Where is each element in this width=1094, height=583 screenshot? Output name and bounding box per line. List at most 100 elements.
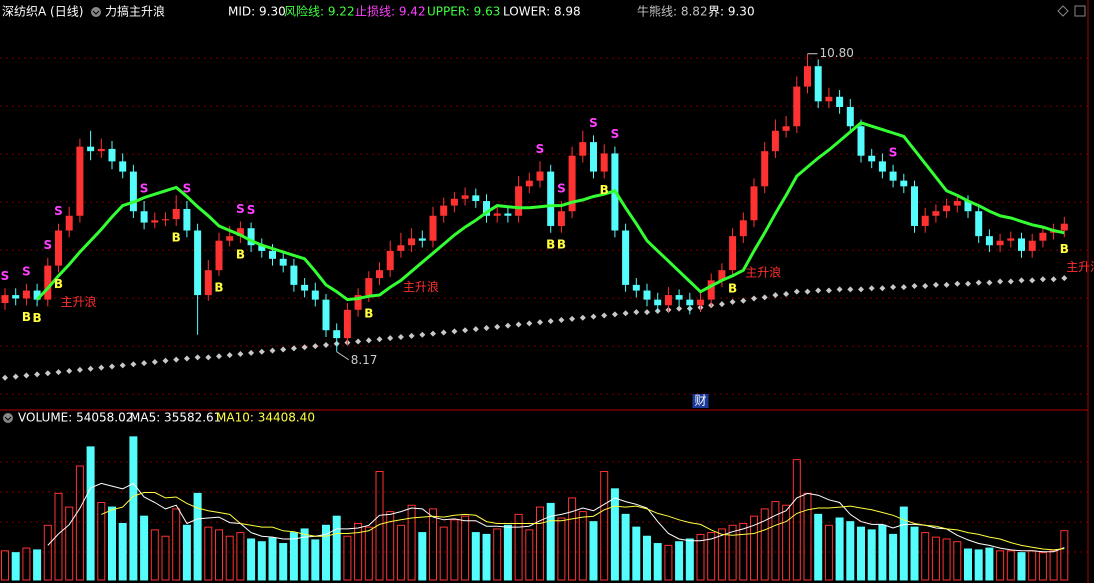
volume-bar	[546, 502, 555, 581]
candle-body	[97, 148, 105, 152]
bull-bear-point	[975, 279, 982, 286]
candle-body	[418, 238, 426, 241]
toolbar-diamond-button[interactable]	[1057, 5, 1069, 17]
bull-bear-point	[504, 322, 511, 329]
bull-bear-point	[162, 357, 169, 364]
buy-signal: B	[1060, 242, 1069, 256]
volume-bar	[503, 524, 512, 581]
bull-bear-point	[590, 313, 597, 320]
bull-bear-point	[1018, 277, 1025, 284]
candle-body	[857, 126, 865, 156]
bull-bear-point	[269, 347, 276, 354]
bull-bear-point	[1050, 276, 1057, 283]
candle-body	[878, 161, 886, 172]
candle-body	[87, 146, 95, 152]
bull-bear-point	[558, 317, 565, 324]
candle-body	[247, 228, 255, 246]
bull-bear-point	[12, 373, 19, 380]
volume-bar	[418, 532, 427, 581]
volume-bar	[118, 522, 127, 581]
candle-body	[290, 265, 298, 285]
candle-body	[119, 161, 127, 172]
volume-bar	[172, 508, 181, 581]
bull-bear-point	[430, 330, 436, 337]
candle-body	[333, 330, 341, 339]
bull-bear-point	[611, 311, 618, 318]
volume-bar	[600, 471, 609, 581]
candle-body	[932, 211, 940, 216]
volume-bar	[760, 508, 769, 581]
candle-body	[825, 96, 833, 102]
candle-body	[654, 299, 662, 306]
low-pointer	[336, 351, 349, 361]
candle-body	[226, 236, 234, 241]
candle-body	[269, 250, 276, 259]
bull-bear-point	[836, 286, 843, 293]
candle-body	[194, 230, 202, 296]
candle-body	[215, 240, 223, 271]
bull-bear-point	[323, 341, 329, 348]
bull-bear-point	[783, 290, 790, 297]
bull-bear-point	[997, 278, 1004, 285]
bull-bear-point	[98, 364, 105, 371]
wave-label: 主升浪	[1066, 259, 1094, 274]
volume-bar	[1028, 550, 1037, 581]
candle-body	[461, 195, 469, 199]
candle-body	[600, 153, 608, 172]
bull-bear-point	[237, 351, 244, 358]
volume-menu-icon[interactable]	[3, 413, 13, 423]
indicator-value: UPPER: 9.63	[427, 5, 500, 19]
volume-bar	[375, 471, 384, 581]
volume-bar	[728, 524, 737, 581]
volume-bar	[578, 511, 587, 581]
candle-body	[975, 211, 983, 237]
volume-bar	[824, 524, 833, 581]
bull-bear-point	[922, 283, 929, 290]
indicator-menu-icon[interactable]	[91, 7, 101, 17]
volume-bar	[717, 528, 726, 581]
volume-bar	[161, 535, 170, 581]
volume-bar	[996, 550, 1005, 581]
volume-bar	[33, 549, 42, 581]
bull-bear-point	[119, 362, 126, 369]
bull-bear-point	[718, 301, 725, 308]
high-label: 10.80	[820, 46, 854, 60]
bull-bear-point	[397, 334, 404, 341]
volume-bar	[1006, 550, 1015, 581]
stock-title: 深纺织A (日线)	[2, 5, 83, 19]
volume-bar	[300, 528, 309, 581]
bull-bear-point	[248, 349, 255, 356]
sell-signal: S	[236, 202, 245, 216]
bull-bear-point	[194, 354, 201, 361]
bull-bear-point	[868, 285, 875, 292]
volume-bar	[557, 517, 566, 581]
bull-bear-point	[537, 319, 543, 326]
sell-signal: S	[247, 203, 256, 217]
volume-bar	[653, 543, 662, 581]
candle-body	[911, 186, 918, 226]
volume-bar	[236, 532, 245, 581]
candle-body	[900, 180, 908, 187]
candle-body	[814, 66, 822, 102]
volume-bar	[193, 492, 202, 581]
sell-signal: S	[589, 116, 598, 130]
volume-bar	[643, 535, 651, 581]
volume-bar	[247, 538, 256, 581]
candle-body	[1039, 232, 1047, 241]
candle-body	[408, 238, 416, 246]
candle-body	[664, 295, 672, 306]
buy-signal: B	[600, 183, 609, 197]
candle-body	[151, 220, 159, 223]
bull-bear-point	[462, 327, 469, 334]
volume-bar	[835, 517, 844, 581]
bull-bear-point	[419, 331, 426, 338]
indicator-value: 牛熊线: 8.82	[637, 4, 708, 19]
low-label: 8.17	[351, 353, 378, 367]
toolbar-square-button[interactable]	[1074, 5, 1086, 17]
bull-bear-point	[858, 286, 864, 293]
candle-body	[397, 245, 405, 251]
sell-signal: S	[536, 142, 545, 156]
volume-bar	[536, 506, 544, 581]
volume-ma10-line	[101, 492, 1065, 551]
